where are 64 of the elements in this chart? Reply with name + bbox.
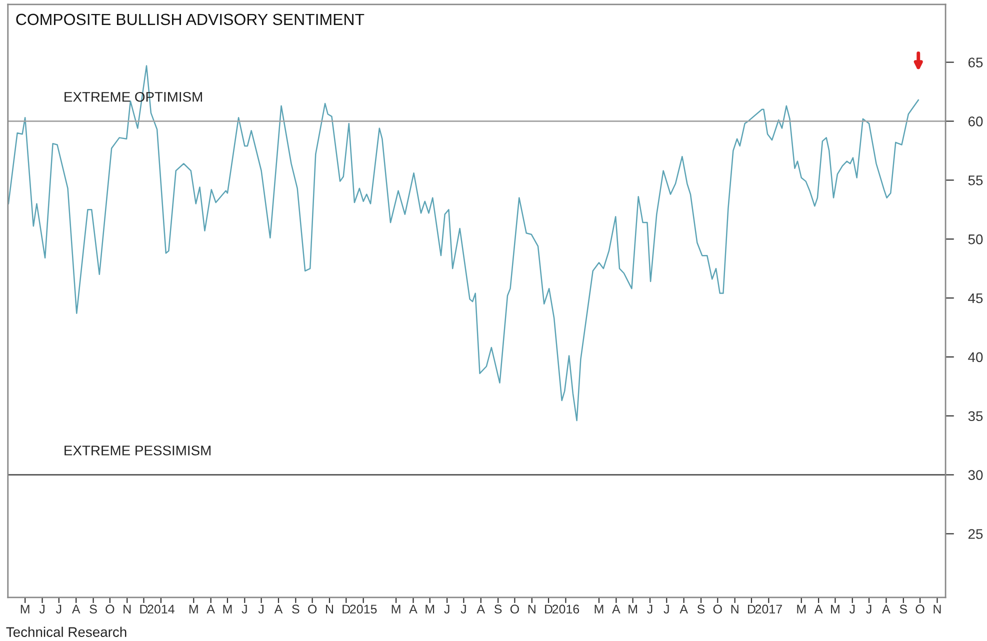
x-tick-label: J [444, 604, 450, 614]
x-tick-label: N [124, 604, 131, 614]
ref-line-label: EXTREME PESSIMISM [64, 446, 210, 456]
x-tick-label: M [223, 604, 232, 614]
x-tick-label: A [274, 604, 283, 614]
x-tick-label: J [242, 604, 247, 614]
x-tick-label: A [882, 604, 890, 614]
x-tick-label: M [831, 604, 840, 614]
y-tick-label: 55 [968, 176, 983, 186]
x-tick-label: 2014 [148, 604, 174, 614]
x-tick-label: J [56, 604, 62, 614]
x-tick-label: J [258, 604, 264, 614]
y-tick-label: 50 [968, 234, 983, 244]
y-tick-label: 65 [968, 58, 983, 68]
y-tick-label: 30 [968, 470, 983, 480]
x-tick-label: 2017 [755, 604, 782, 614]
x-tick-label: N [528, 604, 536, 614]
x-tick-label: M [426, 604, 434, 614]
x-tick-label: J [866, 604, 872, 614]
y-tick-label: 35 [968, 411, 983, 422]
x-tick-label: O [510, 604, 519, 614]
chart-title: COMPOSITE BULLISH ADVISORY SENTIMENT [16, 14, 364, 26]
x-tick-label: S [494, 604, 502, 614]
x-tick-label: 2015 [350, 604, 377, 614]
x-tick-label: O [308, 604, 317, 614]
text: Technical Research [6, 626, 126, 637]
x-tick-label: M [628, 604, 637, 614]
x-tick-label: S [90, 604, 97, 614]
x-tick-label: J [664, 604, 669, 614]
x-tick-label: S [292, 604, 300, 614]
x-tick-label: A [476, 604, 486, 614]
x-tick-label: M [392, 604, 400, 614]
x-tick-label: O [916, 604, 924, 614]
x-tick-label: 2016 [552, 604, 580, 614]
y-tick-label: 60 [968, 116, 983, 126]
x-tick-label: M [189, 604, 198, 614]
x-tick-label: N [326, 604, 333, 614]
x-tick-label: S [900, 604, 907, 614]
x-tick-label: M [797, 604, 806, 614]
x-tick-label: D [748, 604, 756, 614]
x-tick-label: A [206, 604, 215, 614]
x-tick-label: M [594, 604, 604, 614]
x-tick-label: A [612, 604, 620, 614]
x-tick-label: A [409, 604, 418, 614]
y-tick-label: 25 [968, 529, 983, 539]
x-tick-label: M [20, 604, 30, 614]
x-tick-label: J [39, 604, 44, 614]
x-tick-label: N [731, 604, 738, 614]
y-tick-label: 45 [968, 293, 983, 304]
x-tick-label: D [342, 604, 350, 614]
x-tick-label: A [680, 604, 688, 614]
x-tick-label: D [140, 604, 148, 614]
x-tick-label: J [460, 604, 466, 614]
x-tick-label: A [72, 604, 80, 614]
x-tick-label: S [697, 604, 705, 614]
x-tick-label: J [849, 604, 855, 614]
x-tick-label: J [647, 604, 652, 614]
x-tick-label: O [713, 604, 722, 614]
x-tick-label: N [934, 604, 941, 614]
line-series [8, 65, 919, 422]
x-tick-label: D [545, 604, 552, 614]
y-tick-label: 40 [968, 352, 983, 362]
x-tick-label: A [814, 604, 823, 614]
x-tick-label: O [106, 604, 114, 614]
